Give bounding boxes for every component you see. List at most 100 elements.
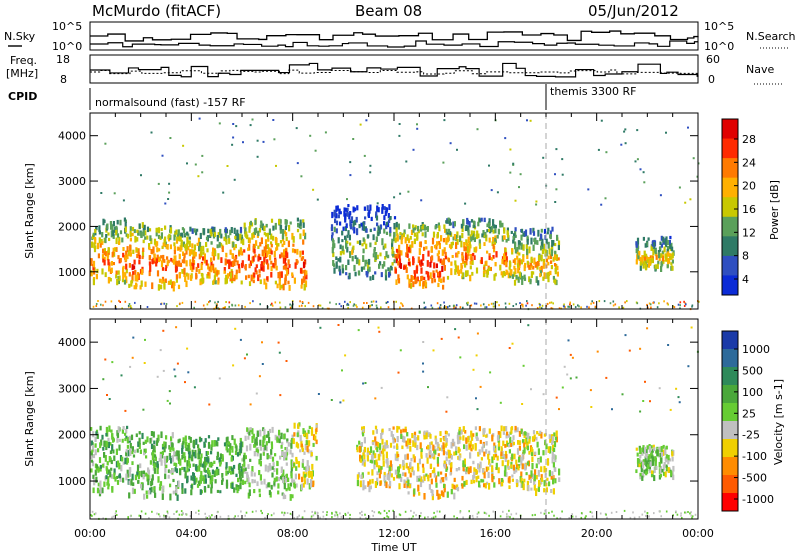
echo-cell: [543, 465, 546, 473]
echo-cell: [580, 516, 583, 519]
echo-cell: [90, 459, 94, 463]
echo-cell: [301, 301, 304, 303]
echo-cell: [371, 453, 374, 460]
echo-cell: [115, 510, 117, 513]
echo-cell: [388, 219, 391, 223]
echo-cell: [363, 446, 366, 453]
echo-cell: [429, 449, 432, 456]
echo-cell: [653, 512, 655, 515]
echo-cell: [99, 467, 102, 472]
echo-cell: [469, 452, 472, 459]
echo-cell: [459, 511, 461, 514]
echo-cell: [478, 243, 482, 249]
echo-cell: [117, 270, 120, 275]
echo-cell: [166, 510, 169, 513]
echo-cell: [618, 306, 620, 309]
echo-cell: [547, 275, 550, 283]
echo-cell: [182, 441, 185, 445]
echo-cell: [548, 470, 551, 477]
echo-cell: [365, 517, 367, 520]
echo-cell: [217, 468, 220, 476]
echo-cell: [533, 479, 536, 485]
echo-cell: [679, 307, 681, 310]
echo-cell: [605, 151, 608, 154]
echo-cell: [155, 230, 158, 237]
echo-cell: [541, 238, 544, 243]
echo-cell: [219, 460, 222, 465]
echo-cell: [507, 465, 510, 470]
echo-cell: [653, 245, 656, 250]
echo-cell: [482, 428, 485, 435]
echo-cell: [458, 448, 461, 452]
echo-cell: [261, 512, 263, 515]
echo-cell: [443, 224, 446, 229]
echo-cell: [267, 238, 270, 242]
echo-cell: [267, 513, 269, 516]
beam-title: Beam 08: [355, 2, 422, 20]
echo-cell: [386, 512, 388, 515]
echo-cell: [475, 432, 478, 439]
echo-cell: [469, 440, 472, 447]
echo-cell: [113, 472, 116, 480]
echo-cell: [229, 278, 232, 282]
echo-cell: [483, 242, 486, 247]
echo-cell: [217, 280, 220, 285]
echo-cell: [358, 440, 361, 445]
echo-cell: [340, 305, 342, 308]
echo-cell: [280, 271, 283, 278]
echo-cell: [138, 431, 141, 435]
echo-cell: [181, 301, 184, 304]
echo-cell: [266, 259, 269, 265]
echo-cell: [317, 512, 319, 514]
nsearch-axis-top: 10^5: [704, 20, 734, 33]
echo-cell: [125, 250, 128, 258]
echo-cell: [117, 460, 120, 467]
echo-cell: [376, 306, 378, 309]
echo-cell: [287, 483, 290, 490]
power-colorbar-block: [722, 158, 738, 179]
echo-cell: [124, 437, 127, 442]
echo-cell: [525, 304, 527, 307]
echo-cell: [134, 235, 137, 243]
echo-cell: [293, 277, 296, 284]
echo-cell: [176, 362, 179, 365]
echo-cell: [543, 480, 546, 487]
velocity-colorbar-tick-label: 100: [742, 386, 763, 399]
echo-cell: [638, 463, 641, 468]
echo-cell: [104, 455, 107, 462]
echo-cell: [520, 259, 523, 265]
echo-cell: [255, 448, 258, 453]
echo-cell: [440, 471, 443, 475]
echo-cell: [522, 439, 525, 443]
echo-cell: [416, 475, 419, 483]
echo-cell: [429, 261, 432, 268]
echo-cell: [370, 460, 373, 464]
echo-cell: [427, 275, 430, 281]
echo-cell: [199, 475, 202, 479]
echo-cell: [517, 276, 520, 283]
echo-cell: [213, 232, 217, 237]
echo-cell: [184, 232, 187, 237]
echo-cell: [90, 455, 93, 460]
echo-cell: [349, 161, 352, 164]
echo-cell: [234, 450, 238, 456]
echo-cell: [646, 445, 649, 450]
echo-cell: [647, 237, 650, 241]
echo-cell: [285, 232, 288, 237]
echo-cell: [281, 511, 283, 514]
echo-cell: [481, 446, 484, 453]
echo-cell: [591, 515, 594, 518]
echo-cell: [302, 239, 305, 245]
echo-cell: [502, 510, 504, 513]
echo-cell: [344, 226, 347, 232]
echo-cell: [611, 408, 613, 411]
echo-cell: [540, 265, 543, 273]
echo-cell: [387, 306, 390, 309]
echo-cell: [436, 489, 439, 497]
echo-cell: [433, 454, 436, 460]
echo-cell: [122, 252, 125, 258]
echo-cell: [285, 473, 288, 479]
station-title: McMurdo (fitACF): [92, 2, 221, 20]
echo-cell: [508, 347, 511, 349]
echo-cell: [366, 234, 369, 239]
